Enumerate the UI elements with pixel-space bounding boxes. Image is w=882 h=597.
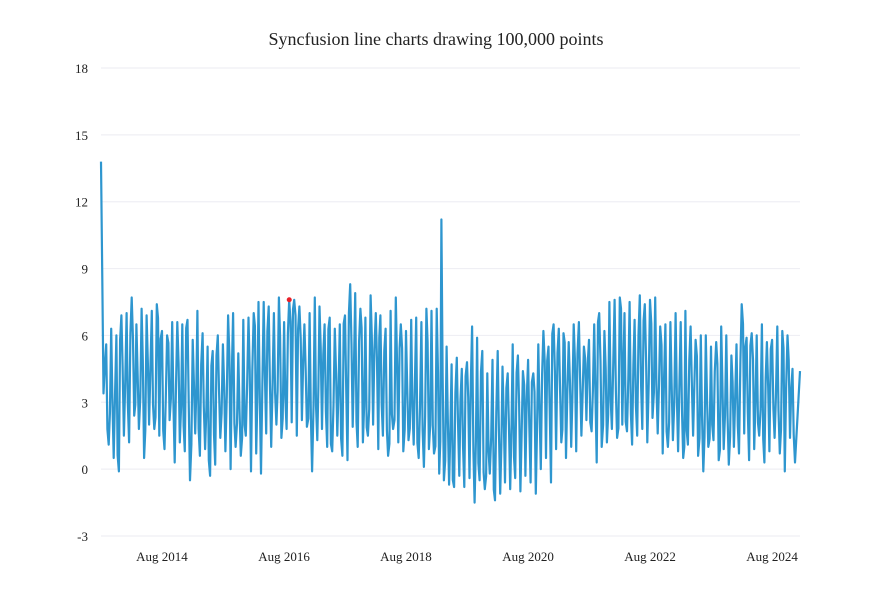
y-tick-label: 18 [75, 61, 88, 76]
x-tick-label: Aug 2024 [746, 549, 798, 564]
y-tick-label: 9 [82, 262, 89, 277]
x-tick-label: Aug 2022 [624, 549, 676, 564]
x-tick-label: Aug 2014 [136, 549, 188, 564]
x-axis: Aug 2014 Aug 2016 Aug 2018 Aug 2020 Aug 2022… [136, 549, 798, 564]
y-tick-label: 15 [75, 128, 88, 143]
y-tick-label: 0 [82, 462, 89, 477]
highlight-marker [286, 297, 292, 303]
series-line [99, 161, 802, 504]
y-tick-label: 3 [82, 395, 89, 410]
x-tick-label: Aug 2020 [502, 549, 554, 564]
x-tick-label: Aug 2016 [258, 549, 310, 564]
chart-title: Syncfusion line charts drawing 100,000 p… [269, 29, 604, 49]
y-tick-label: 12 [75, 195, 88, 210]
y-axis: -3 0 3 6 9 12 15 18 [75, 61, 89, 544]
y-tick-label: 6 [82, 328, 89, 343]
x-tick-label: Aug 2018 [380, 549, 432, 564]
y-tick-label: -3 [77, 529, 88, 544]
series-group [99, 161, 802, 504]
